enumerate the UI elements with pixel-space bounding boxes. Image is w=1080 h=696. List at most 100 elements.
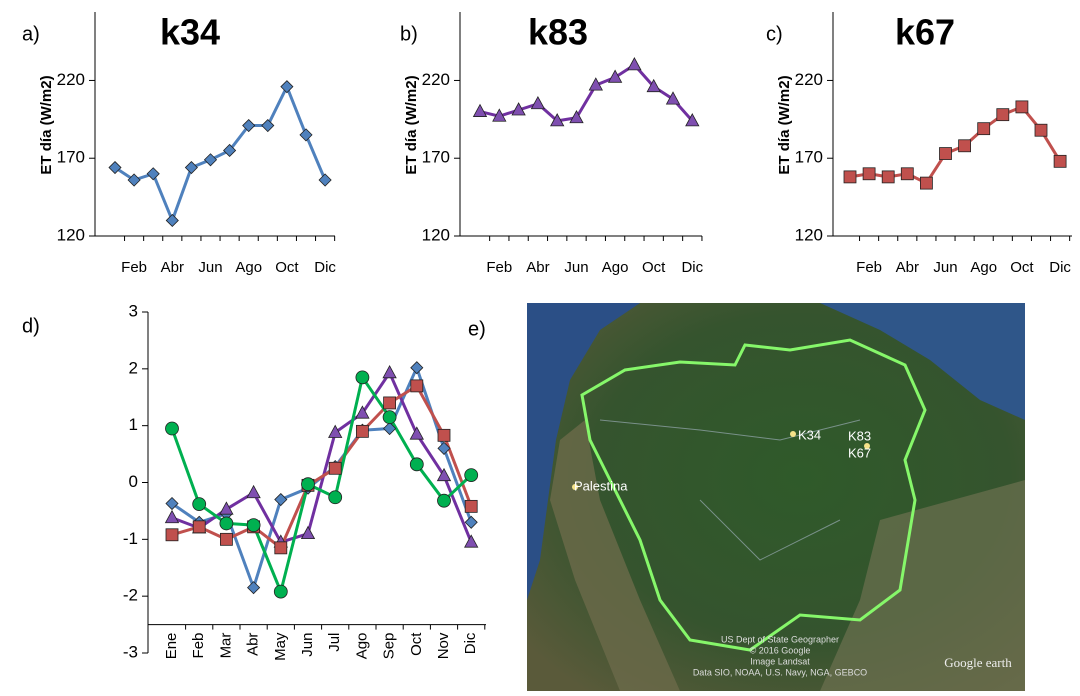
marker	[511, 102, 526, 116]
marker	[409, 426, 424, 440]
y-tick-label: 3	[129, 301, 138, 320]
marker	[355, 405, 370, 419]
x-tick-label: Abr	[526, 259, 549, 276]
attribution: Data SIO, NOAA, U.S. Navy, NGA, GEBCO	[693, 667, 867, 677]
panel-label: a)	[22, 23, 40, 45]
x-tick-label: Ago	[970, 259, 997, 276]
x-tick-label: Dic	[681, 259, 703, 276]
y-tick-label: 170	[795, 148, 823, 167]
marker	[108, 160, 122, 175]
marker	[1053, 154, 1067, 168]
marker	[843, 170, 857, 184]
y-axis-title: ET día (W/m2)	[38, 75, 55, 174]
marker	[464, 468, 479, 483]
site-dot	[572, 484, 578, 490]
site-label: K34	[798, 427, 821, 442]
marker	[492, 108, 507, 122]
borders	[599, 419, 861, 561]
marker	[464, 499, 478, 513]
marker	[862, 167, 876, 181]
attribution: © 2016 Google	[750, 645, 811, 655]
marker	[146, 167, 160, 181]
x-tick-label: Feb	[856, 259, 882, 276]
marker	[300, 525, 316, 540]
ocean	[820, 303, 1025, 420]
x-tick-label: Abr	[896, 259, 919, 276]
y-tick-label: -1	[123, 529, 138, 548]
y-axis-title: ET día (W/m2)	[776, 75, 793, 174]
marker	[165, 528, 179, 542]
ocean	[527, 303, 640, 600]
marker	[261, 118, 275, 133]
panel-label: d)	[22, 315, 40, 337]
marker	[355, 370, 370, 385]
marker	[165, 213, 179, 228]
logo: Google earth	[944, 655, 1012, 670]
series-line	[849, 105, 1062, 185]
marker	[164, 509, 180, 524]
marker	[437, 428, 451, 442]
marker	[569, 109, 584, 124]
x-tick-label: Feb	[190, 633, 207, 659]
chart-title: k34	[160, 12, 220, 53]
y-tick-label: 1	[129, 415, 138, 434]
x-tick-label: Dic	[1049, 259, 1071, 276]
x-tick-label: Jun	[933, 259, 957, 276]
x-tick-label: Ago	[235, 259, 262, 276]
attribution: Image Landsat	[750, 656, 810, 666]
site-label: K83	[848, 428, 871, 443]
x-tick-label: Ago	[602, 259, 629, 276]
x-tick-label: Abr	[161, 259, 184, 276]
x-tick-label: Oct	[642, 259, 666, 276]
marker	[299, 128, 313, 142]
x-tick-label: Nov	[435, 632, 452, 659]
marker	[939, 147, 952, 160]
marker	[437, 493, 451, 508]
y-tick-label: 0	[129, 472, 138, 491]
marker	[280, 80, 294, 94]
marker	[318, 173, 332, 187]
andes	[550, 420, 680, 691]
marker	[242, 118, 256, 133]
marker	[958, 139, 971, 153]
x-tick-label: Ene	[163, 633, 180, 660]
marker	[900, 167, 914, 181]
marker	[646, 78, 661, 93]
marker	[219, 516, 234, 531]
series-line	[171, 384, 473, 550]
y-tick-label: 220	[57, 70, 85, 89]
x-tick-label: Oct	[275, 259, 299, 276]
panel-label: b)	[400, 23, 418, 45]
series-line	[114, 85, 327, 222]
marker	[382, 410, 397, 425]
y-tick-label: 220	[422, 70, 450, 89]
x-tick-label: Abr	[245, 633, 262, 656]
marker	[203, 153, 218, 167]
marker	[665, 91, 681, 105]
marker	[685, 113, 700, 127]
marker	[1034, 123, 1048, 137]
marker	[920, 176, 933, 190]
x-tick-label: Dic	[462, 632, 479, 654]
y-tick-label: 120	[422, 225, 450, 244]
marker	[165, 421, 179, 436]
x-tick-label: Mar	[217, 633, 234, 659]
x-tick-label: Jul	[326, 633, 343, 652]
x-tick-label: Dic	[314, 259, 336, 276]
marker	[409, 457, 424, 472]
marker	[219, 532, 233, 546]
y-tick-label: 2	[129, 358, 138, 377]
x-tick-label: Feb	[121, 259, 147, 276]
y-tick-label: -3	[123, 642, 138, 661]
y-tick-label: 170	[422, 148, 450, 167]
marker	[328, 490, 343, 505]
marker	[382, 364, 397, 379]
marker	[881, 170, 895, 184]
map: K34 K83 K67 Palestina US Dept of State G…	[527, 303, 1025, 691]
attribution: US Dept of State Geographer	[721, 634, 839, 644]
y-axis-title: ET día (W/m2)	[403, 75, 420, 174]
marker	[627, 57, 642, 71]
marker	[219, 501, 234, 515]
x-tick-label: Feb	[486, 259, 512, 276]
